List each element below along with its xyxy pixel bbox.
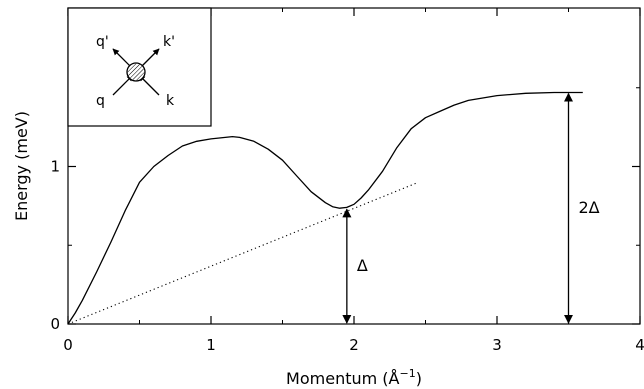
y-tick-label: 1 xyxy=(50,158,60,176)
x-axis-label-main: Momentum (Å xyxy=(286,369,399,388)
inset-label-q-prime: q' xyxy=(96,34,109,50)
inset-label-k: k xyxy=(166,93,175,109)
inset-label-k-prime: k' xyxy=(163,34,175,50)
annotation-label: Δ xyxy=(357,256,368,275)
x-tick-label: 3 xyxy=(492,336,502,354)
x-tick-label: 2 xyxy=(349,336,359,354)
inset-label-q: q xyxy=(96,93,105,109)
y-tick-label: 0 xyxy=(50,315,60,333)
inset-vertex-hatch xyxy=(127,63,145,81)
inset-diagram: q' k' q k xyxy=(67,7,212,127)
x-axis-label-sup: −1 xyxy=(399,367,415,380)
x-axis-label: Momentum (Å−1) xyxy=(286,367,422,388)
series-line-dispersion xyxy=(67,91,583,325)
x-tick-label: 4 xyxy=(635,336,644,354)
x-axis-label-close: ) xyxy=(416,369,422,388)
x-tick-label: 0 xyxy=(63,336,73,354)
x-tick-label: 1 xyxy=(206,336,216,354)
annotations: Δ 2Δ xyxy=(342,92,600,324)
series-line-dotted xyxy=(67,181,419,325)
series-layer xyxy=(67,91,583,325)
y-axis-ticks: 01 xyxy=(50,87,640,333)
y-axis-label: Energy (meV) xyxy=(12,111,31,221)
annotation-label: 2Δ xyxy=(579,198,600,217)
